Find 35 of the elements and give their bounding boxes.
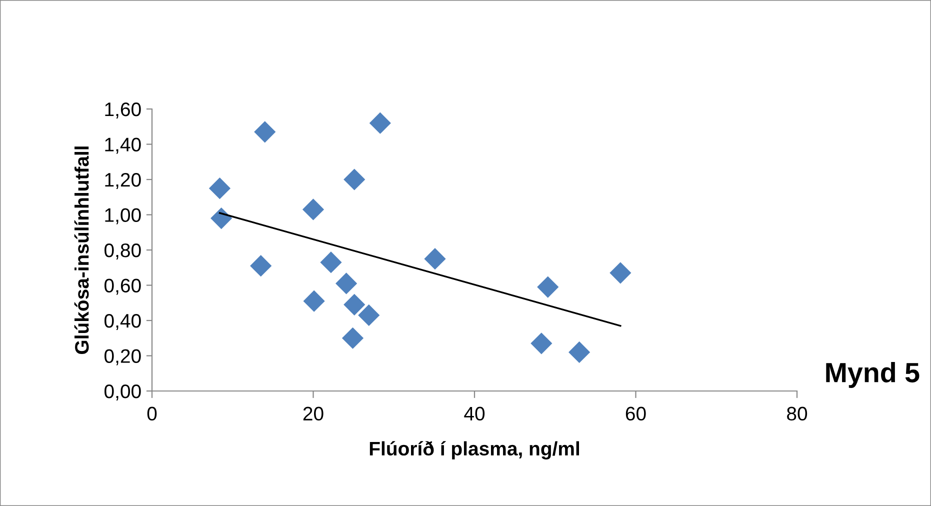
point (210, 208, 232, 229)
text: Mynd 5 (826, 362, 920, 388)
point (568, 342, 590, 363)
point (358, 304, 380, 326)
x-tick-label: 40 (464, 406, 485, 421)
y-tick-label: 1,60 (105, 102, 141, 119)
y-tick-label: 0,00 (104, 384, 141, 401)
y-tick-label: 1,00 (105, 208, 141, 224)
y-tick-label: 0,80 (104, 243, 141, 260)
point (209, 178, 230, 199)
point (610, 262, 631, 284)
y-tick-label: 0,60 (104, 278, 141, 295)
point (320, 252, 342, 273)
point (424, 248, 446, 270)
y-tick-label: 1,40 (105, 138, 141, 154)
x-axis-title: Flúoríð í plasma, ng/ml (370, 441, 580, 460)
point (344, 294, 365, 316)
x-tick-label: 0 (147, 406, 157, 421)
point (336, 272, 357, 294)
point (250, 255, 272, 276)
point (304, 290, 325, 312)
point (370, 112, 391, 134)
point (537, 276, 558, 298)
x-tick-label: 60 (626, 406, 646, 421)
x-tick-label: 80 (787, 406, 808, 421)
x-tick-label: 20 (303, 406, 324, 421)
y-tick-label: 0,20 (104, 349, 141, 366)
point (344, 168, 365, 190)
point (254, 121, 276, 142)
y-tick-label: 0,40 (104, 314, 141, 330)
y-tick-label: 1,20 (105, 172, 141, 190)
point (530, 332, 552, 354)
y-axis-title: Glúkósa-insúlínhlutfall (74, 146, 89, 354)
point (302, 198, 324, 220)
point (342, 328, 364, 349)
